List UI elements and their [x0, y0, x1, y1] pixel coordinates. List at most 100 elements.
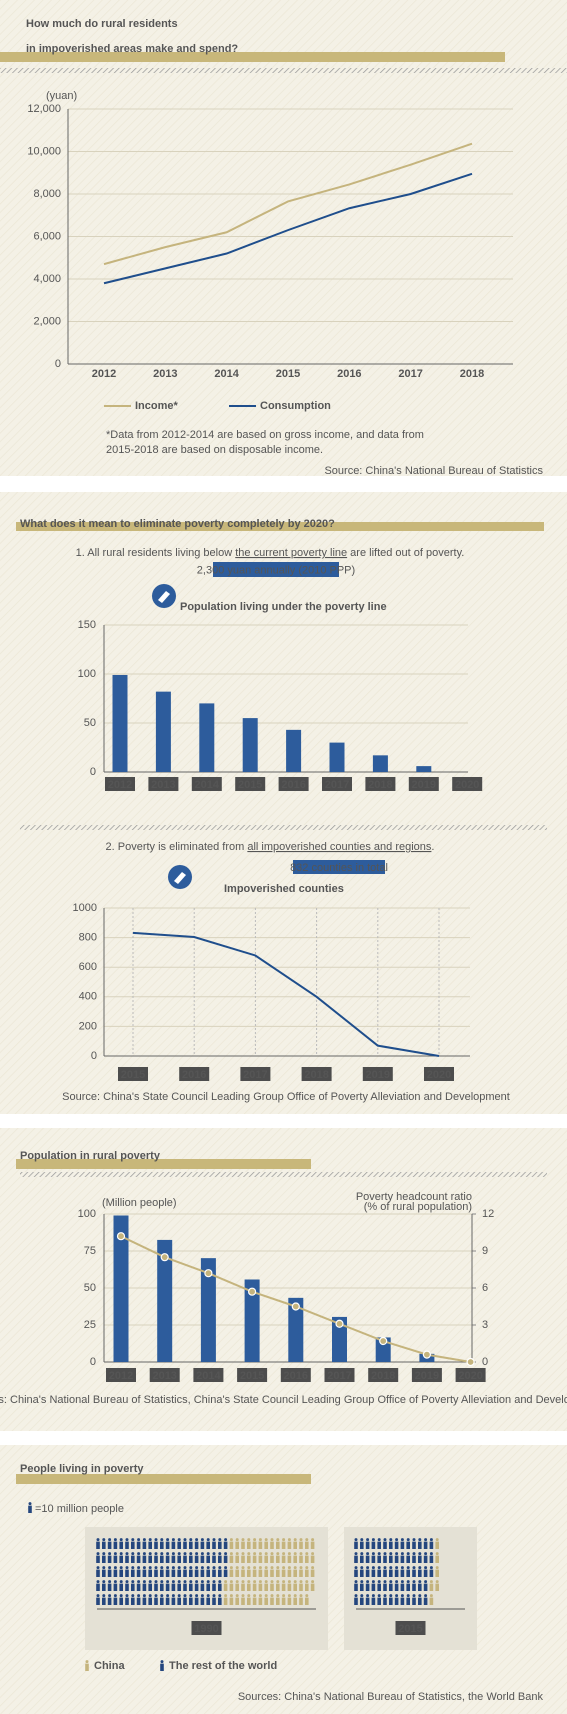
person-icon: [377, 1594, 381, 1605]
label-box: [105, 777, 135, 791]
y2-axis-label: Poverty headcount ratio: [356, 1191, 472, 1203]
person-icon: [429, 1594, 434, 1605]
person-icon: [160, 1580, 164, 1591]
line-marker: [116, 1232, 126, 1241]
person-icon: [189, 1552, 193, 1563]
person-icon: [206, 1552, 210, 1563]
y-tick-label: 150: [78, 619, 96, 631]
x-tick-label: 2013: [152, 1370, 176, 1382]
label-box: [365, 777, 396, 791]
person-icon: [119, 1594, 123, 1605]
person-icon: [305, 1566, 309, 1577]
person-icon: [293, 1538, 297, 1549]
person-icon: [177, 1580, 181, 1591]
person-icon: [206, 1594, 210, 1605]
legend-label: China: [94, 1660, 125, 1672]
y-tick-label: 25: [84, 1319, 96, 1331]
person-icon: [281, 1566, 286, 1577]
label-box: [411, 1368, 442, 1382]
line-marker: [379, 1336, 388, 1346]
person-icon: [113, 1552, 118, 1563]
person-icon: [96, 1594, 100, 1605]
line-marker: [160, 1253, 169, 1262]
person-icon: [377, 1552, 381, 1563]
person-icon: [247, 1594, 251, 1605]
person-icon: [218, 1552, 222, 1563]
person-icon: [171, 1552, 176, 1563]
data-line: [103, 142, 473, 266]
person-icon: [107, 1566, 112, 1577]
y-tick-label: 600: [79, 961, 97, 973]
x-tick-label: 2015: [240, 1370, 264, 1382]
page-title: in impoverished areas make and spend?: [26, 43, 238, 55]
person-icon: [229, 1566, 234, 1577]
person-icon: [287, 1566, 292, 1577]
x-tick-label: 2019: [366, 1069, 390, 1081]
statement-part: the current poverty line: [235, 547, 347, 559]
person-icon: [389, 1580, 393, 1591]
person-icon: [281, 1552, 286, 1563]
legend-label: The rest of the world: [169, 1660, 277, 1672]
person-icon: [247, 1538, 251, 1549]
label-box: [395, 1621, 426, 1635]
person-icon: [194, 1594, 199, 1605]
person-icon: [383, 1552, 387, 1563]
person-icon: [258, 1594, 263, 1605]
label-box: [408, 777, 439, 791]
person-icon: [299, 1580, 303, 1591]
person-icon: [360, 1552, 364, 1563]
person-icon: [310, 1566, 315, 1577]
person-icon: [389, 1552, 393, 1563]
page-title: How much do rural residents: [26, 18, 178, 30]
legend-icon: [85, 1660, 89, 1671]
section-title: What does it mean to eliminate poverty c…: [20, 518, 335, 530]
line-marker: [422, 1350, 431, 1359]
person-icon: [171, 1580, 176, 1591]
label-box: [191, 1621, 222, 1635]
legend-label: Income*: [135, 400, 179, 412]
person-icon: [136, 1538, 141, 1549]
person-icon: [406, 1538, 410, 1549]
person-icon: [142, 1580, 147, 1591]
person-icon: [371, 1552, 376, 1563]
person-icon: [194, 1580, 199, 1591]
person-icon: [96, 1538, 100, 1549]
person-icon: [383, 1538, 387, 1549]
bar: [155, 691, 171, 772]
x-tick-label: 2015: [238, 779, 262, 791]
icon-detail: [158, 591, 170, 603]
person-icon: [252, 1580, 257, 1591]
y-tick-label: 100: [78, 668, 96, 680]
person-icon: [276, 1594, 280, 1605]
y-tick-label: 0: [90, 1356, 96, 1368]
person-icon: [194, 1566, 199, 1577]
person-icon: [276, 1538, 280, 1549]
y-tick-label: 0: [482, 1356, 488, 1368]
person-icon: [406, 1594, 410, 1605]
person-icon: [119, 1538, 123, 1549]
statement-part: .: [431, 841, 434, 853]
person-icon: [177, 1552, 181, 1563]
person-icon: [241, 1552, 245, 1563]
person-icon: [412, 1538, 416, 1549]
person-icon: [136, 1580, 141, 1591]
y-tick-label: 50: [84, 1282, 96, 1294]
bar: [112, 674, 128, 772]
statement-part: 1. All rural residents living below: [76, 547, 236, 559]
source: Sources: China's National Bureau of Stat…: [0, 1394, 567, 1406]
line-marker: [248, 1287, 257, 1296]
person-icon: [142, 1594, 147, 1605]
chart-title: Impoverished counties: [224, 883, 344, 895]
x-tick-label: 2018: [371, 1370, 395, 1382]
person-icon: [223, 1580, 228, 1591]
person-icon: [107, 1580, 112, 1591]
section-title: Population in rural poverty: [20, 1150, 161, 1162]
person-icon: [119, 1552, 123, 1563]
note: *Data from 2012-2014 are based on gross …: [106, 429, 424, 441]
person-icon: [102, 1594, 106, 1605]
person-icon: [229, 1552, 234, 1563]
person-icon: [429, 1538, 434, 1549]
person-icon: [287, 1552, 292, 1563]
